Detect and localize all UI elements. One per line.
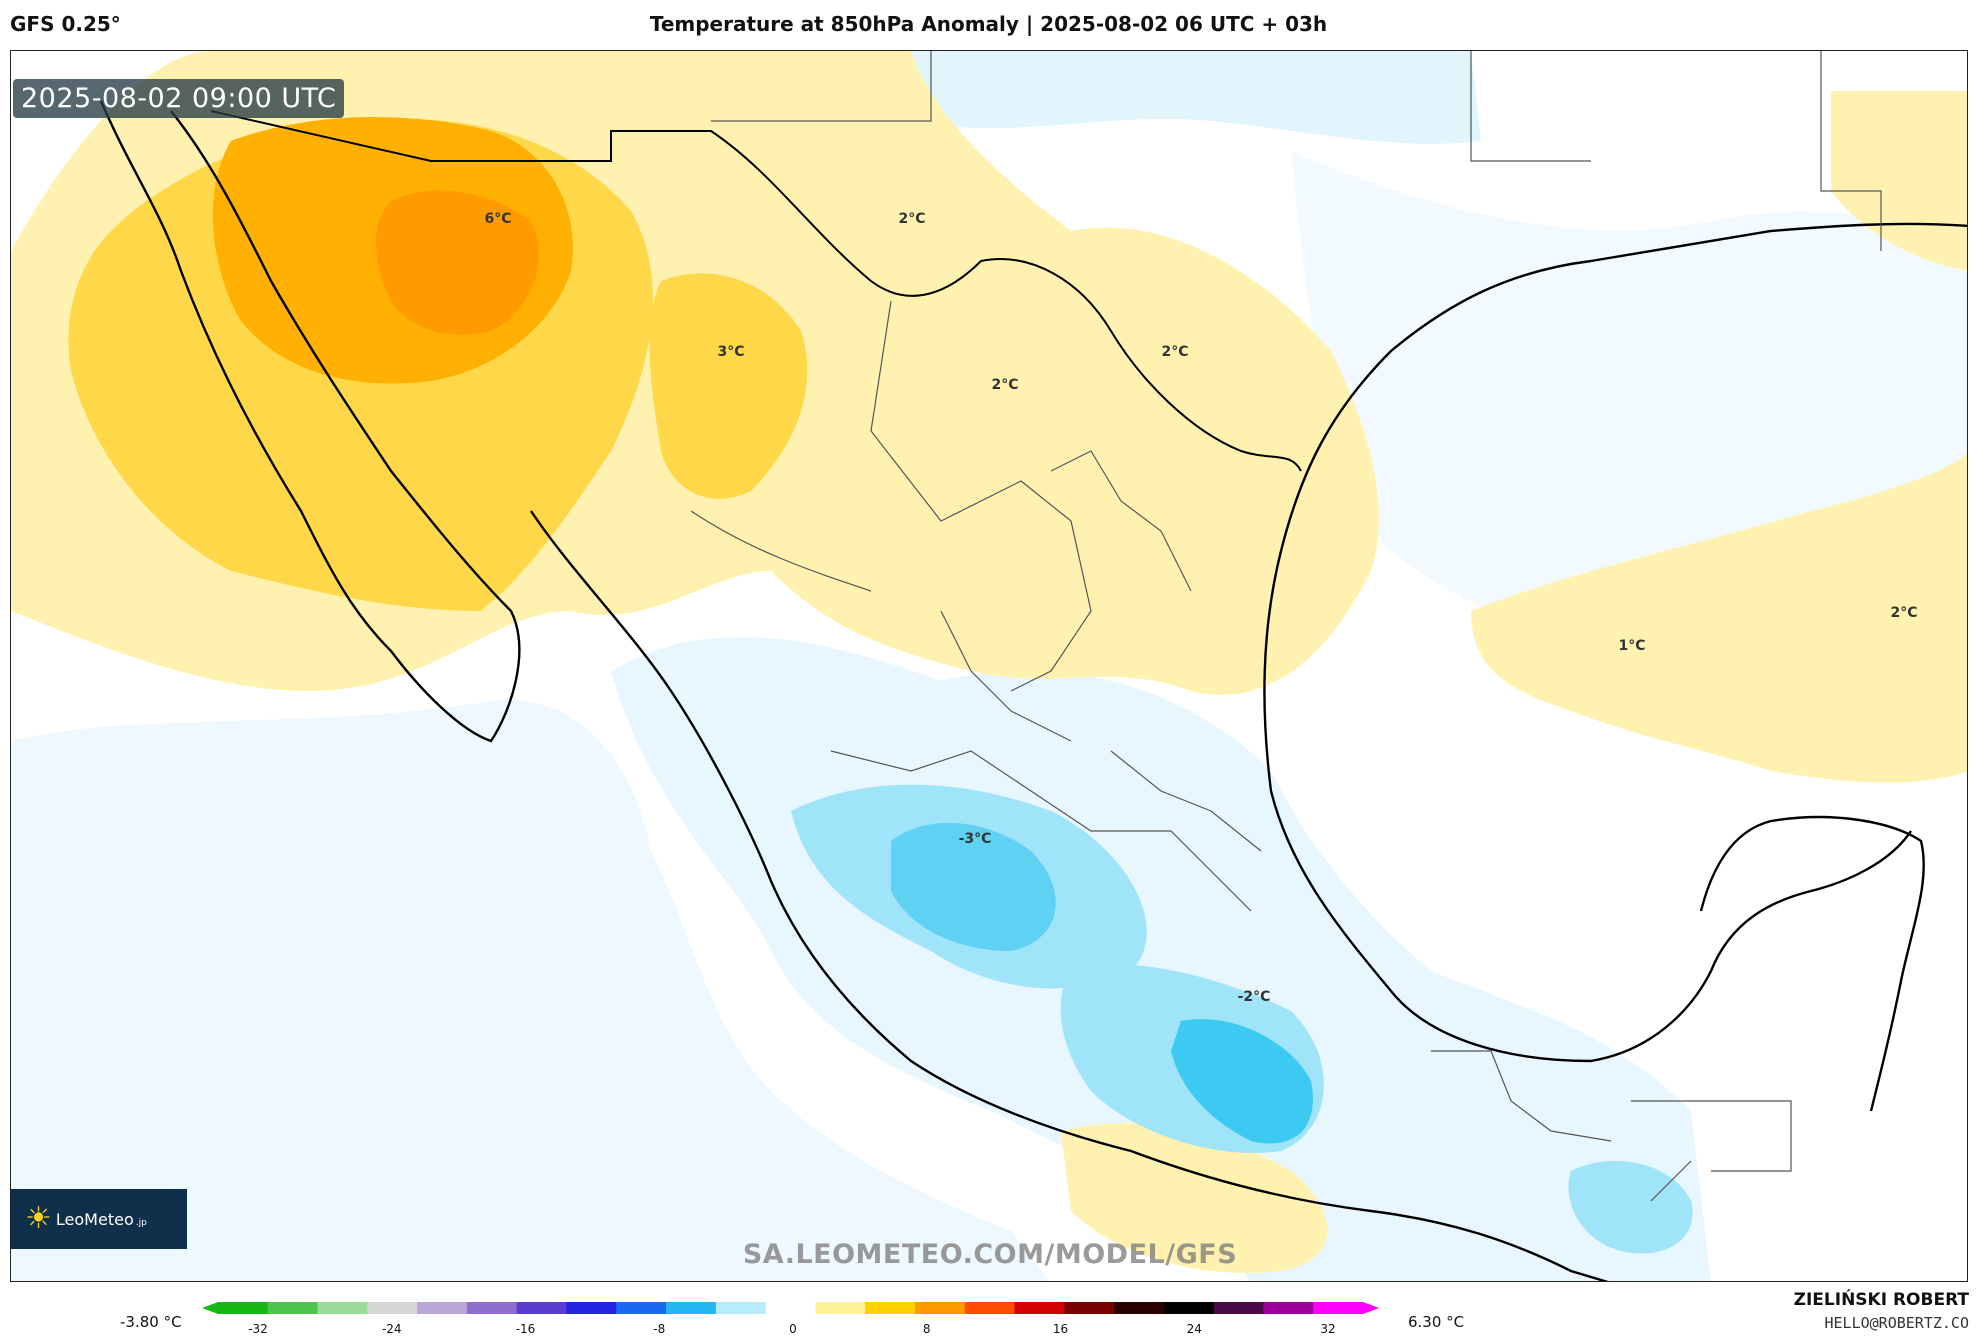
colorbar-segment [715, 1302, 767, 1314]
colorbar-segment [1163, 1302, 1215, 1314]
isoline-label: 2°C [1890, 605, 1918, 621]
colorbar [202, 1302, 1379, 1314]
colorbar-segment [1064, 1302, 1115, 1314]
anomaly-area-cool-guatemala [1568, 1161, 1693, 1254]
colorbar-segment [267, 1302, 319, 1314]
isoline-label: 2°C [898, 211, 926, 227]
coastline-pacific-mexico [530, 510, 1609, 1281]
colorbar-max-label: 6.30 °C [1408, 1313, 1465, 1331]
logo-text: LeoMeteo [55, 1209, 134, 1229]
chart-title: Temperature at 850hPa Anomaly | 2025-08-… [649, 12, 1328, 36]
colorbar-segment [1014, 1302, 1065, 1314]
colorbar-segment [1263, 1302, 1314, 1314]
anomaly-area-warm-interior [649, 273, 808, 499]
isoline-label: 2°C [1161, 344, 1189, 360]
isoline-label: 1°C [1618, 638, 1646, 654]
colorbar-segment [616, 1302, 667, 1314]
colorbar-segment [666, 1302, 717, 1314]
colorbar-segment [566, 1302, 617, 1314]
colorbar-segment [1313, 1302, 1364, 1314]
colorbar-segment [417, 1302, 468, 1314]
leometeo-logo[interactable]: ☀ LeoMeteo .jp [11, 1189, 187, 1249]
colorbar-tick-label: -16 [515, 1322, 536, 1336]
us-state-borders [711, 51, 1882, 1202]
isoline-label: 2°C [991, 377, 1019, 393]
border-us-mexico [210, 110, 1302, 472]
colorbar-segment [367, 1302, 418, 1314]
anomaly-area-cold-pacific [11, 699, 1050, 1281]
colorbar-tick-label: 24 [1186, 1322, 1202, 1336]
author-name: ZIELIŃSKI ROBERT [1793, 1290, 1969, 1310]
colorbar-segment [914, 1302, 966, 1314]
coastline-louisiana [1590, 222, 1967, 263]
anomaly-area-warm-northeast [1831, 91, 1967, 271]
valid-time-badge: 2025-08-02 09:00 UTC [13, 79, 345, 118]
coastline-west [99, 100, 521, 743]
map-area[interactable]: 2025-08-02 09:00 UTC 6°C 3°C 2°C 2°C 2°C… [10, 50, 1968, 1282]
anomaly-area-warm-south [1061, 1123, 1328, 1273]
colorbar-tick-label: -24 [381, 1322, 402, 1336]
anomaly-area-warm-peak [376, 190, 539, 335]
sun-icon: ☀ [25, 1201, 52, 1236]
coastline-gulf [1263, 259, 1912, 1063]
colorbar-tick-label: 32 [1320, 1322, 1336, 1336]
anomaly-area-cold-core-2 [1171, 1019, 1313, 1144]
colorbar-segment [765, 1302, 816, 1314]
colorbar-segment [466, 1302, 518, 1314]
model-name: GFS 0.25° [10, 12, 121, 36]
colorbar-segment [317, 1302, 368, 1314]
colorbar-tick-label: 16 [1052, 1322, 1069, 1336]
isoline-label: 6°C [484, 211, 512, 227]
isoline-label: 3°C [717, 344, 745, 360]
colorbar-segment [865, 1302, 916, 1314]
coastline-yucatan [1699, 815, 1925, 1112]
colorbar-tick-label: 8 [922, 1322, 931, 1336]
colorbar-segment [218, 1302, 269, 1314]
colorbar-segment [964, 1302, 1016, 1314]
colorbar-segment [516, 1302, 567, 1314]
colorbar-min-arrow [202, 1302, 218, 1314]
logo-suffix: .jp [135, 1218, 147, 1228]
anomaly-area-cold-core-1 [891, 822, 1056, 951]
anomaly-area-warm-gulf-east [1471, 452, 1967, 783]
isoline-label: -3°C [958, 831, 992, 847]
isoline-label: -2°C [1237, 989, 1271, 1005]
colorbar-min-label: -3.80 °C [120, 1313, 182, 1331]
anomaly-map-graphic [11, 51, 1967, 1281]
colorbar-segment [1114, 1302, 1165, 1314]
colorbar-max-arrow [1363, 1302, 1379, 1314]
colorbar-tick-label: 0 [789, 1322, 797, 1336]
colorbar-segment [1213, 1302, 1264, 1314]
author-email[interactable]: HELLO@ROBERTZ.CO [1824, 1314, 1970, 1332]
state-borders [690, 300, 1612, 1142]
watermark-url: SA.LEOMETEO.COM/MODEL/GFS [742, 1239, 1238, 1270]
colorbar-segment [815, 1302, 866, 1314]
colorbar-tick-label: -8 [653, 1322, 666, 1336]
colorbar-tick-label: -32 [248, 1322, 268, 1336]
